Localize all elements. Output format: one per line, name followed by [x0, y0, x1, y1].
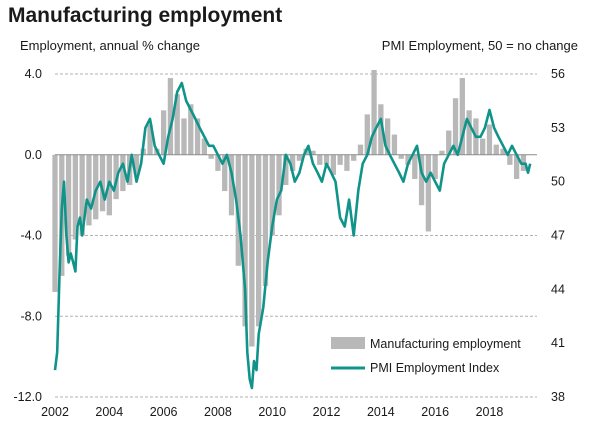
bar [72, 154, 79, 240]
bar [256, 154, 262, 327]
bar [289, 154, 296, 171]
bar [364, 114, 370, 155]
bar [160, 110, 167, 155]
chart-title: Manufacturing employment [8, 4, 283, 27]
bar [310, 150, 316, 155]
right-tick-label: 47 [551, 229, 565, 243]
bar [269, 154, 275, 236]
legend-label-line: PMI Employment Index [370, 361, 500, 375]
right-axis-label: PMI Employment, 50 = no change [381, 38, 578, 53]
bar [357, 144, 364, 155]
x-tick-label: 2006 [150, 405, 178, 419]
left-tick-label: -12.0 [14, 390, 43, 404]
axis-ticks: 4.0 0.0 -4.0 -8.0 -12.0 56 53 50 47 44 41 38 2002 200… [14, 67, 565, 419]
right-tick-label: 38 [551, 390, 565, 404]
bar [323, 154, 330, 165]
bar [222, 154, 228, 192]
bar [507, 154, 513, 165]
right-tick-label: 44 [551, 282, 565, 296]
left-tick-label: -8.0 [20, 309, 42, 323]
bar [188, 104, 194, 155]
bar [337, 154, 343, 165]
bar [371, 69, 377, 155]
bar [283, 154, 289, 186]
x-tick-label: 2014 [367, 405, 395, 419]
bar [194, 118, 201, 155]
bar [228, 154, 235, 216]
bar [133, 154, 140, 175]
bar [344, 154, 350, 171]
right-tick-label: 56 [551, 67, 565, 81]
bar [385, 118, 391, 155]
right-tick-label: 53 [551, 121, 565, 135]
bar [52, 154, 58, 293]
gridlines [55, 73, 537, 398]
bar [65, 154, 72, 256]
bar [432, 154, 438, 179]
bar [446, 130, 452, 155]
bar [412, 154, 418, 179]
line-series-pmi-employment [53, 81, 532, 390]
bar [418, 154, 425, 206]
bar [405, 154, 411, 165]
bar-series-manufacturing-employment [52, 69, 527, 347]
bar [99, 154, 106, 212]
left-axis-label: Employment, annual % change [20, 38, 200, 53]
bar [242, 154, 248, 327]
x-tick-label: 2018 [476, 405, 504, 419]
left-tick-label: 0.0 [25, 148, 42, 162]
x-tick-label: 2010 [258, 405, 286, 419]
bar [425, 154, 432, 232]
right-tick-label: 41 [551, 336, 565, 350]
bar [167, 78, 174, 155]
bar [500, 148, 506, 155]
bar [262, 154, 269, 286]
pmi-line [53, 81, 532, 390]
bar [466, 110, 472, 155]
bar [330, 154, 336, 175]
bar [201, 138, 207, 155]
bar [181, 118, 187, 155]
bar [439, 150, 445, 155]
legend-swatch-bars [331, 337, 365, 349]
legend: Manufacturing employment PMI Employment … [331, 337, 521, 375]
bar [398, 154, 404, 159]
bar [79, 154, 85, 236]
bar [493, 144, 499, 155]
bar [86, 154, 92, 226]
right-tick-label: 50 [551, 175, 565, 189]
bar [249, 154, 255, 347]
bar [513, 154, 520, 179]
bar [452, 98, 459, 155]
bar [378, 104, 384, 155]
bar [486, 124, 493, 155]
x-tick-label: 2012 [313, 405, 341, 419]
x-tick-label: 2004 [95, 405, 123, 419]
x-tick-label: 2002 [41, 405, 69, 419]
x-tick-label: 2016 [421, 405, 449, 419]
bar [296, 154, 303, 161]
bar [147, 124, 153, 155]
bar [459, 78, 465, 155]
bar [215, 154, 221, 171]
legend-label-bars: Manufacturing employment [370, 337, 521, 351]
bar [351, 154, 357, 161]
bar [208, 154, 214, 159]
bar [317, 154, 323, 165]
bar [276, 154, 282, 216]
bar [93, 154, 99, 220]
bar [480, 138, 486, 155]
bar [391, 134, 398, 155]
left-tick-label: 4.0 [25, 67, 42, 81]
x-tick-label: 2008 [204, 405, 232, 419]
bar [174, 94, 180, 155]
bar [120, 154, 126, 192]
left-tick-label: -4.0 [20, 229, 42, 243]
